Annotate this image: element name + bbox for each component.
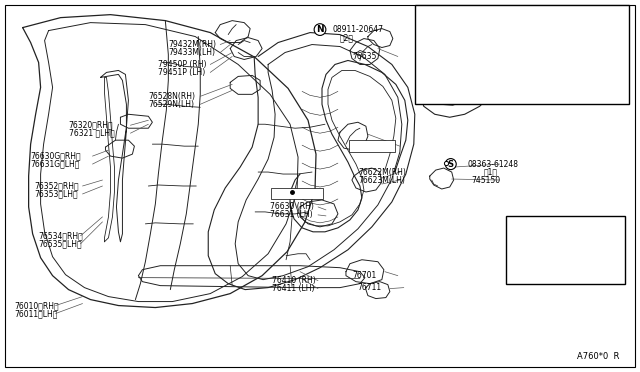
Text: 76529N(LH): 76529N(LH) <box>148 100 195 109</box>
Text: 76631G〈LH〉: 76631G〈LH〉 <box>31 160 80 169</box>
Text: 76535〈LH〉: 76535〈LH〉 <box>38 239 82 248</box>
Text: 76623M(LH): 76623M(LH) <box>358 176 404 185</box>
Text: 76635: 76635 <box>352 52 376 61</box>
Bar <box>349 140 395 152</box>
Text: 76634: 76634 <box>556 235 580 244</box>
Text: 76680M: 76680M <box>581 52 612 61</box>
Text: 08363-61248: 08363-61248 <box>468 160 518 169</box>
Bar <box>506 216 625 283</box>
Text: 76711: 76711 <box>357 283 381 292</box>
Text: 76701: 76701 <box>352 271 376 280</box>
Text: 76410 (RH): 76410 (RH) <box>272 276 316 285</box>
Text: 76528N(RH): 76528N(RH) <box>148 92 195 101</box>
Text: 76622M(RH): 76622M(RH) <box>358 167 406 177</box>
Text: 76630 (RH): 76630 (RH) <box>270 202 314 211</box>
Text: RH: RH <box>529 227 541 236</box>
Text: 76352〈RH〉: 76352〈RH〉 <box>35 182 79 190</box>
Text: 76321 〈LH〉: 76321 〈LH〉 <box>68 129 115 138</box>
Text: 76710: 76710 <box>426 42 450 51</box>
Text: 79433M(LH): 79433M(LH) <box>168 48 215 57</box>
Text: 76534〈RH〉: 76534〈RH〉 <box>38 231 83 240</box>
Bar <box>415 5 629 104</box>
Text: 08911-20647: 08911-20647 <box>333 25 384 34</box>
Text: 745150: 745150 <box>472 176 500 185</box>
Text: 76010〈RH〉: 76010〈RH〉 <box>15 301 60 310</box>
Text: 76680MA: 76680MA <box>566 32 602 41</box>
Text: 79450P (RH): 79450P (RH) <box>158 60 207 69</box>
Text: 76630G〈RH〉: 76630G〈RH〉 <box>31 152 81 161</box>
Text: 76700: 76700 <box>559 10 584 19</box>
Text: FRONT: FRONT <box>524 259 550 268</box>
Text: 76411 (LH): 76411 (LH) <box>272 284 315 293</box>
Text: 76011〈LH〉: 76011〈LH〉 <box>15 309 58 318</box>
Text: 76302H: 76302H <box>352 142 382 151</box>
Text: S: S <box>448 160 454 169</box>
Text: 79451P (LH): 79451P (LH) <box>158 68 205 77</box>
Text: 76302HA: 76302HA <box>274 189 309 199</box>
Text: N: N <box>316 25 324 34</box>
Text: 76631 (LH): 76631 (LH) <box>270 211 313 219</box>
Text: 〨1〩: 〨1〩 <box>484 167 498 177</box>
Text: 76353〈LH〉: 76353〈LH〉 <box>35 189 78 199</box>
Text: 〨2〩: 〨2〩 <box>340 33 354 42</box>
Text: A760*0  R: A760*0 R <box>577 352 620 361</box>
Text: F/RH: F/RH <box>432 10 450 19</box>
Text: 79432M(RH): 79432M(RH) <box>168 40 216 49</box>
Text: 76320〈RH〉: 76320〈RH〉 <box>68 121 113 130</box>
Bar <box>271 188 323 199</box>
